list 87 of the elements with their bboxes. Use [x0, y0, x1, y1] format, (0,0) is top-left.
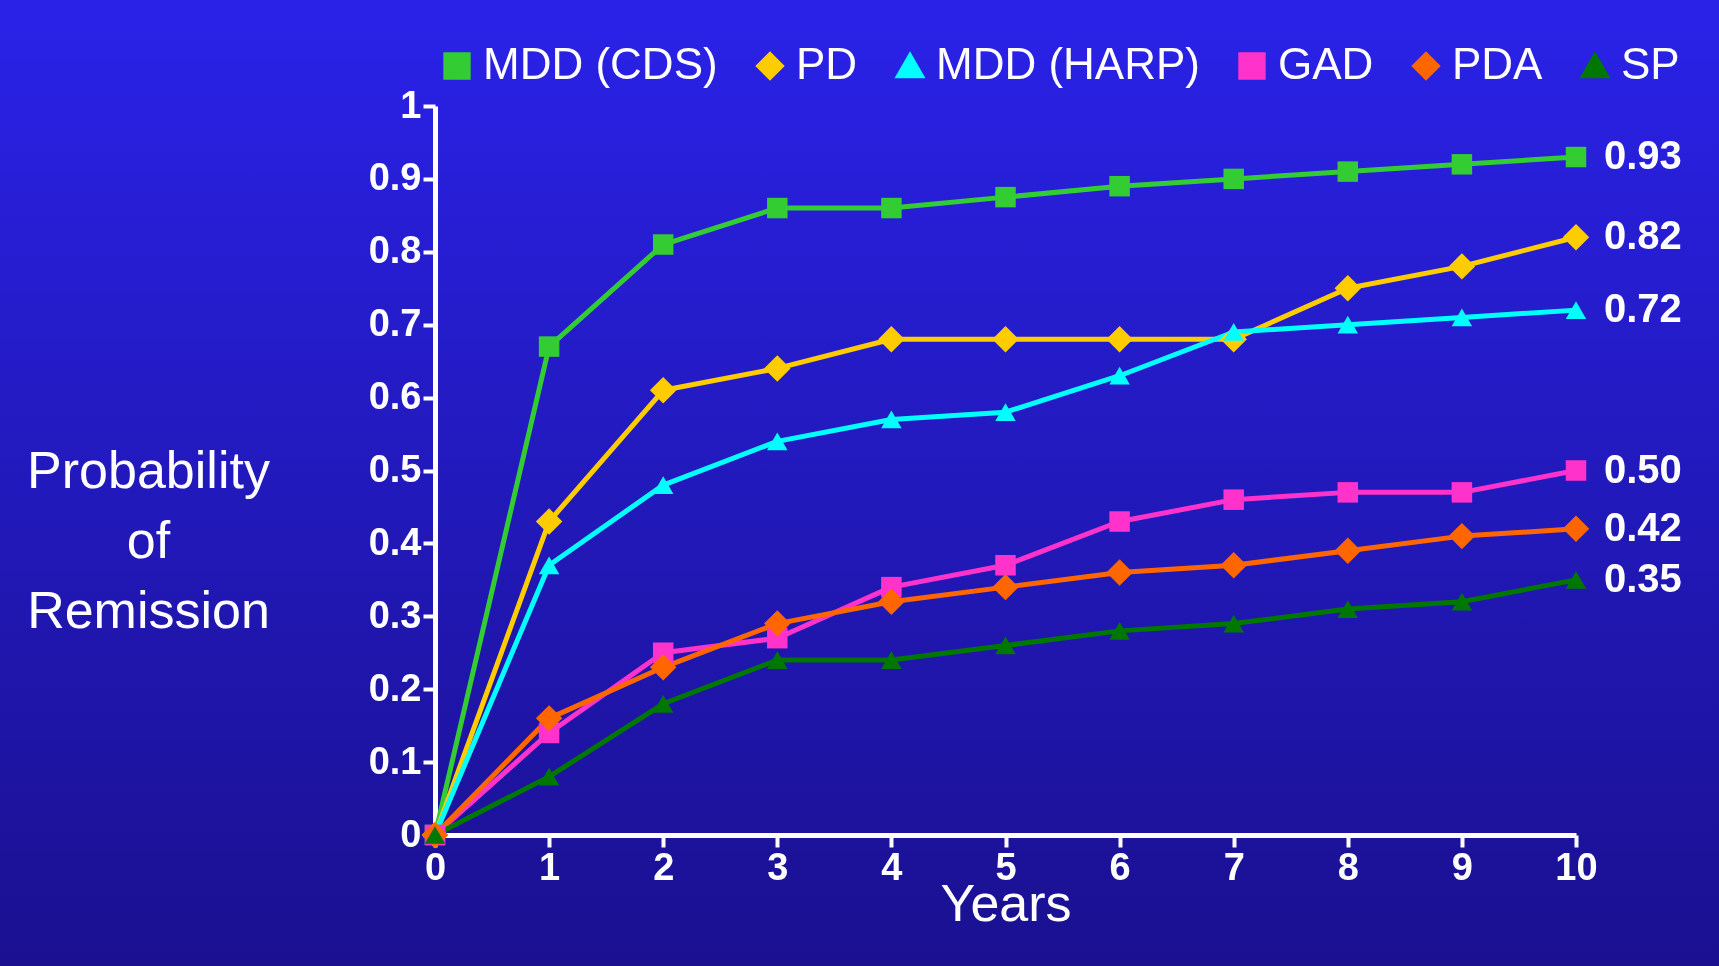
point: [995, 555, 1016, 576]
point: [992, 573, 1019, 601]
point: [538, 767, 560, 786]
point: [649, 654, 677, 681]
point: [649, 377, 677, 404]
legend-label: PDA: [1452, 39, 1544, 88]
point: [878, 326, 905, 353]
point: [1223, 489, 1244, 510]
point: [1451, 592, 1473, 611]
point: [995, 186, 1016, 208]
x-tick-label: 4: [881, 845, 903, 888]
point: [1451, 482, 1473, 503]
point: [1448, 253, 1476, 280]
point: [764, 610, 791, 637]
point: [767, 432, 788, 451]
legend-label: MDD (HARP): [936, 39, 1200, 88]
point: [881, 410, 902, 429]
y-tick-label: 0.7: [368, 302, 422, 345]
y-tick-label: 0.4: [368, 520, 422, 563]
x-tick-label: 3: [767, 845, 789, 888]
point: [1334, 275, 1362, 302]
point: [881, 651, 902, 669]
point: [767, 197, 788, 219]
y-tick-label: 0.6: [368, 375, 422, 418]
y-tick-label: 0.8: [368, 229, 422, 272]
point: [1337, 600, 1359, 618]
point: [1334, 537, 1362, 564]
point: [1337, 482, 1359, 503]
point: [1565, 146, 1587, 168]
point: [1337, 315, 1359, 334]
point: [1337, 161, 1359, 182]
data-label: 0.35: [1604, 555, 1682, 600]
point: [995, 403, 1016, 422]
point: [1562, 223, 1590, 251]
point: [1565, 460, 1587, 481]
point: [652, 694, 674, 713]
point: [1451, 154, 1473, 175]
data-label: 0.72: [1604, 286, 1682, 331]
point: [535, 705, 563, 732]
point: [764, 355, 791, 382]
data-label: 0.50: [1604, 446, 1682, 491]
x-tick-label: 8: [1337, 845, 1359, 888]
point: [535, 508, 563, 535]
legend-label: PD: [796, 39, 858, 88]
point: [878, 588, 905, 615]
x-tick-label: 1: [539, 845, 561, 888]
point: [1220, 552, 1247, 579]
x-tick-label: 6: [1109, 845, 1131, 888]
y-tick-label: 0.2: [368, 666, 422, 709]
point: [1109, 366, 1130, 385]
y-tick-label: 0.9: [368, 156, 422, 199]
point: [1448, 522, 1476, 550]
point: [767, 651, 788, 669]
point: [652, 234, 674, 255]
point: [881, 197, 902, 219]
point: [1223, 168, 1244, 190]
x-tick-label: 7: [1223, 845, 1245, 888]
data-label: 0.42: [1604, 504, 1682, 549]
x-tick-label: 2: [653, 845, 675, 888]
y-tick-label: 0: [400, 812, 422, 855]
point: [652, 476, 674, 494]
point: [1451, 308, 1473, 327]
point: [538, 336, 560, 357]
point: [1562, 515, 1590, 543]
y-tick-label: 0.1: [368, 739, 422, 782]
x-tick-label: 9: [1451, 845, 1473, 888]
point: [995, 636, 1016, 655]
point: [1109, 175, 1130, 197]
x-tick-label: 10: [1555, 845, 1598, 888]
point: [992, 326, 1019, 353]
legend-label: MDD (CDS): [483, 39, 718, 88]
data-label: 0.93: [1604, 133, 1682, 178]
point: [1223, 614, 1244, 633]
point: [1565, 570, 1587, 589]
point: [1109, 622, 1130, 640]
y-axis-title: Probability of Remission: [27, 440, 270, 639]
y-tick-label: 0.3: [368, 593, 422, 636]
legend-label: SP: [1621, 39, 1680, 88]
point: [1106, 559, 1133, 586]
legend-label: GAD: [1278, 39, 1374, 88]
y-tick-label: 0.5: [368, 448, 422, 490]
point: [538, 556, 560, 575]
point: [1106, 326, 1133, 353]
point: [1565, 301, 1587, 319]
data-label: 0.82: [1604, 213, 1682, 258]
y-tick-label: 1: [400, 83, 422, 126]
point: [1109, 511, 1130, 532]
